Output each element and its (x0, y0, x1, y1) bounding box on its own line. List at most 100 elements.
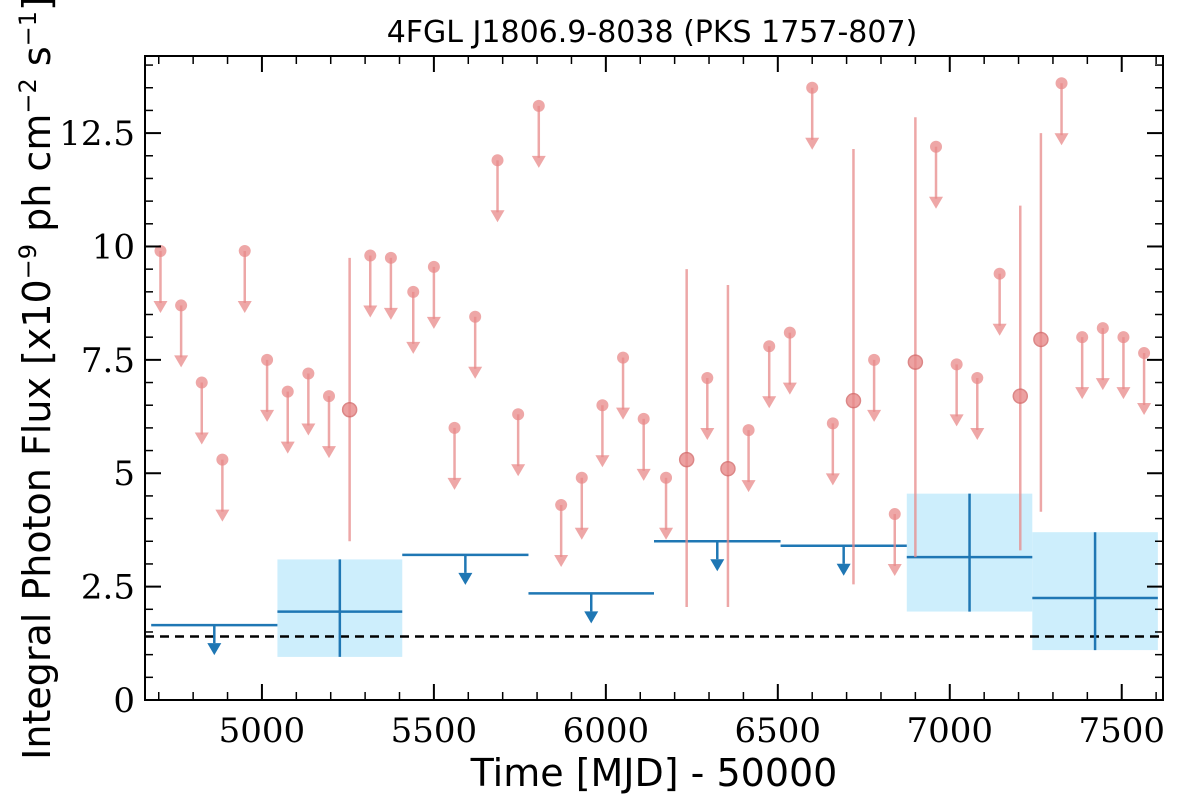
coarse-upper-limit-arrow (710, 559, 725, 572)
x-tick-label: 6500 (735, 711, 822, 751)
fine-upper-limit-arrow (194, 432, 209, 445)
fine-upper-limit-point (575, 471, 588, 484)
fine-upper-limit-arrow (762, 396, 777, 409)
fine-upper-limit-arrow (260, 409, 275, 422)
fine-upper-limit-arrow (970, 428, 985, 440)
fine-upper-limit-point (1138, 347, 1151, 360)
x-tick-label: 7000 (907, 711, 994, 751)
fine-upper-limit-arrow (174, 355, 189, 368)
fine-upper-limit-arrow (153, 301, 168, 314)
fine-upper-limit-arrow (700, 428, 715, 440)
x-axis-tick-labels: 5000 5500 6000 6500 7000 7500 (219, 711, 1165, 751)
fine-upper-limit-point (888, 508, 901, 521)
fine-upper-limit-point (469, 310, 482, 323)
fine-upper-limit-point (950, 358, 963, 371)
fine-upper-limit-point (491, 154, 504, 167)
plot-frame (144, 55, 1164, 701)
fine-detection-point (845, 392, 862, 409)
fine-upper-limit-point (701, 372, 714, 384)
fine-upper-limit-arrow (616, 407, 631, 420)
x-tick-label: 7500 (1078, 711, 1165, 751)
fine-upper-limit-arrow (929, 196, 944, 209)
fine-upper-limit-arrow (887, 564, 902, 577)
y-tick-label: 7.5 (81, 341, 135, 381)
fine-upper-limit-point (742, 424, 755, 437)
fine-upper-limit-point (826, 417, 839, 430)
fine-upper-limit-point (532, 99, 545, 112)
fine-upper-limit-point (1096, 322, 1109, 335)
fine-upper-limit-point (427, 260, 440, 273)
fine-upper-limit-point (868, 353, 881, 366)
fine-detection-point (341, 401, 358, 418)
fine-upper-limit-arrow (215, 509, 230, 522)
fine-upper-limit-point (637, 412, 650, 425)
fine-upper-limit-point (322, 390, 335, 403)
fine-upper-limit-point (448, 421, 461, 434)
coarse-upper-limit-arrow (836, 563, 851, 576)
fine-upper-limit-arrow (949, 414, 964, 427)
y-tick-label: 12.5 (59, 114, 135, 154)
x-tick-label: 5000 (219, 711, 306, 751)
chart-title: 4FGL J1806.9-8038 (PKS 1757-807) (387, 15, 918, 50)
fine-upper-limit-arrow (531, 155, 546, 168)
axis-ticks (145, 56, 1163, 701)
fine-upper-limit-point (1076, 331, 1089, 344)
y-tick-label: 0 (113, 681, 135, 721)
fine-detection-point (678, 451, 695, 468)
coarse-upper-limit-arrow (207, 643, 222, 656)
fine-upper-limit-arrow (554, 554, 569, 567)
fine-upper-limit-arrow (321, 446, 336, 459)
fine-detection-point (1033, 331, 1049, 348)
fine-upper-limit-arrow (468, 366, 483, 379)
fine-upper-limit-point (783, 326, 796, 339)
x-axis-label: Time [MJD] - 50000 (470, 751, 838, 795)
fine-upper-limit-arrow (447, 477, 462, 490)
fine-upper-limit-point (763, 340, 776, 353)
y-tick-label: 5 (113, 454, 135, 494)
fine-upper-limit-point (617, 351, 630, 364)
fine-upper-limit-arrow (363, 305, 378, 318)
fine-upper-limit-point (993, 267, 1006, 280)
fine-upper-limit-point (660, 471, 673, 484)
y-axis-label: Integral Photon Flux [x10−9 ph cm−2 s−1] (14, 0, 59, 760)
fine-upper-limit-arrow (1054, 133, 1069, 146)
fine-upper-limit-arrow (237, 301, 252, 314)
fine-upper-limit-arrow (741, 480, 756, 493)
fine-upper-limit-arrow (511, 464, 526, 477)
fine-detection-point (907, 354, 924, 370)
fine-upper-limit-arrow (867, 409, 882, 422)
fine-upper-limit-point (407, 285, 420, 298)
fine-upper-limit-arrow (1095, 378, 1110, 391)
fine-upper-limit-point (1117, 331, 1130, 344)
fine-upper-limit-arrow (805, 137, 820, 150)
fine-upper-limit-point (364, 249, 377, 262)
fine-upper-limit-point (175, 299, 188, 312)
fine-upper-limit-arrow (426, 316, 441, 329)
y-tick-label: 2.5 (81, 568, 135, 608)
fine-upper-limit-arrow (782, 382, 797, 395)
fine-upper-limit-point (384, 251, 397, 264)
fine-upper-limit-arrow (1116, 387, 1131, 400)
fine-upper-limit-arrow (1137, 403, 1152, 416)
fine-upper-limit-arrow (574, 527, 589, 540)
fine-upper-limit-point (238, 245, 251, 258)
fine-upper-limit-arrow (490, 210, 505, 223)
fine-upper-limit-point (261, 353, 274, 366)
fine-upper-limit-arrow (825, 473, 840, 486)
coarse-upper-limit-arrow (458, 572, 473, 585)
plot-area (145, 77, 1163, 657)
fine-upper-limit-arrow (383, 307, 398, 320)
fine-detection-point (1012, 388, 1029, 404)
fine-upper-limit-arrow (636, 468, 651, 481)
x-tick-label: 6000 (563, 711, 650, 751)
fine-upper-limit-point (596, 399, 609, 412)
coarse-upper-limit-arrow (584, 611, 599, 624)
fine-upper-limit-point (216, 453, 229, 466)
fine-upper-limit-point (281, 385, 294, 398)
fine-upper-limit-arrow (659, 527, 674, 540)
fine-detection-point (720, 460, 736, 477)
fine-upper-limit-point (930, 140, 943, 153)
fine-upper-limit-arrow (992, 323, 1007, 336)
fine-upper-limit-arrow (406, 341, 421, 354)
